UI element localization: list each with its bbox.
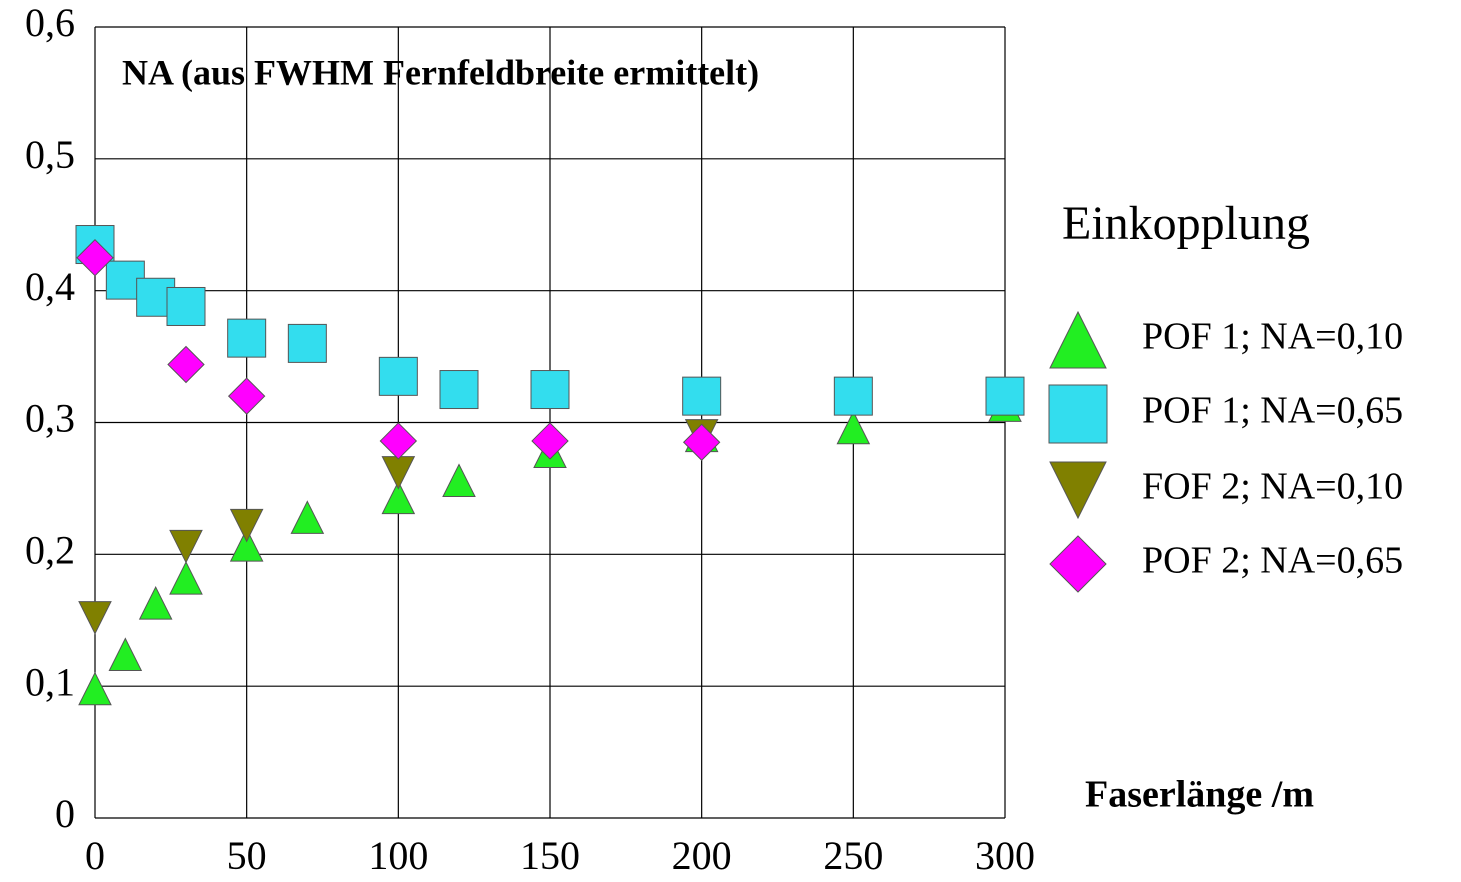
marker <box>229 508 264 543</box>
marker <box>530 370 570 410</box>
legend-marker <box>1049 461 1107 520</box>
y-tick-label: 0 <box>55 791 75 836</box>
legend-marker <box>1048 384 1108 444</box>
marker <box>531 422 569 460</box>
x-tick-label: 300 <box>975 833 1035 878</box>
marker <box>138 585 173 620</box>
y-tick-label: 0,1 <box>25 659 75 704</box>
x-tick-label: 100 <box>368 833 428 878</box>
legend-marker <box>1049 535 1107 593</box>
y-tick-label: 0,5 <box>25 132 75 177</box>
marker <box>167 345 205 384</box>
y-tick-label: 0,2 <box>25 528 75 573</box>
marker <box>381 480 416 515</box>
marker <box>379 422 418 460</box>
y-tick-label: 0,3 <box>25 396 75 441</box>
marker <box>833 376 873 416</box>
marker <box>378 356 418 396</box>
legend-title: Einkopplung <box>1062 197 1310 250</box>
marker <box>442 463 476 498</box>
marker <box>227 377 266 415</box>
y-tick-label: 0,4 <box>25 264 75 309</box>
marker <box>169 560 203 595</box>
legend-label: POF 1; NA=0,10 <box>1142 316 1403 358</box>
x-tick-label: 0 <box>85 833 105 878</box>
legend-label: POF 1; NA=0,65 <box>1142 390 1403 432</box>
marker <box>439 370 479 410</box>
x-axis-label: Faserlänge /m <box>1085 774 1314 816</box>
marker <box>287 323 327 363</box>
marker <box>78 601 112 635</box>
marker <box>682 376 722 416</box>
marker <box>290 500 325 534</box>
chart-title: NA (aus FWHM Fernfeldbreite ermittelt) <box>122 52 759 92</box>
y-tick-label: 0,6 <box>25 0 75 45</box>
marker <box>227 318 267 358</box>
x-tick-label: 150 <box>520 833 580 878</box>
marker <box>169 529 203 564</box>
legend-label: POF 2; NA=0,65 <box>1142 540 1403 582</box>
marker <box>78 671 112 706</box>
legend-marker <box>1049 310 1107 369</box>
legend-label: FOF 2; NA=0,10 <box>1142 466 1403 508</box>
marker <box>76 239 114 277</box>
marker <box>985 376 1025 416</box>
marker <box>682 423 721 461</box>
x-tick-label: 250 <box>823 833 883 878</box>
marker <box>108 637 143 672</box>
marker <box>166 286 206 326</box>
x-tick-label: 200 <box>672 833 732 878</box>
marker <box>836 410 871 445</box>
x-tick-label: 50 <box>227 833 267 878</box>
marker <box>229 527 264 562</box>
